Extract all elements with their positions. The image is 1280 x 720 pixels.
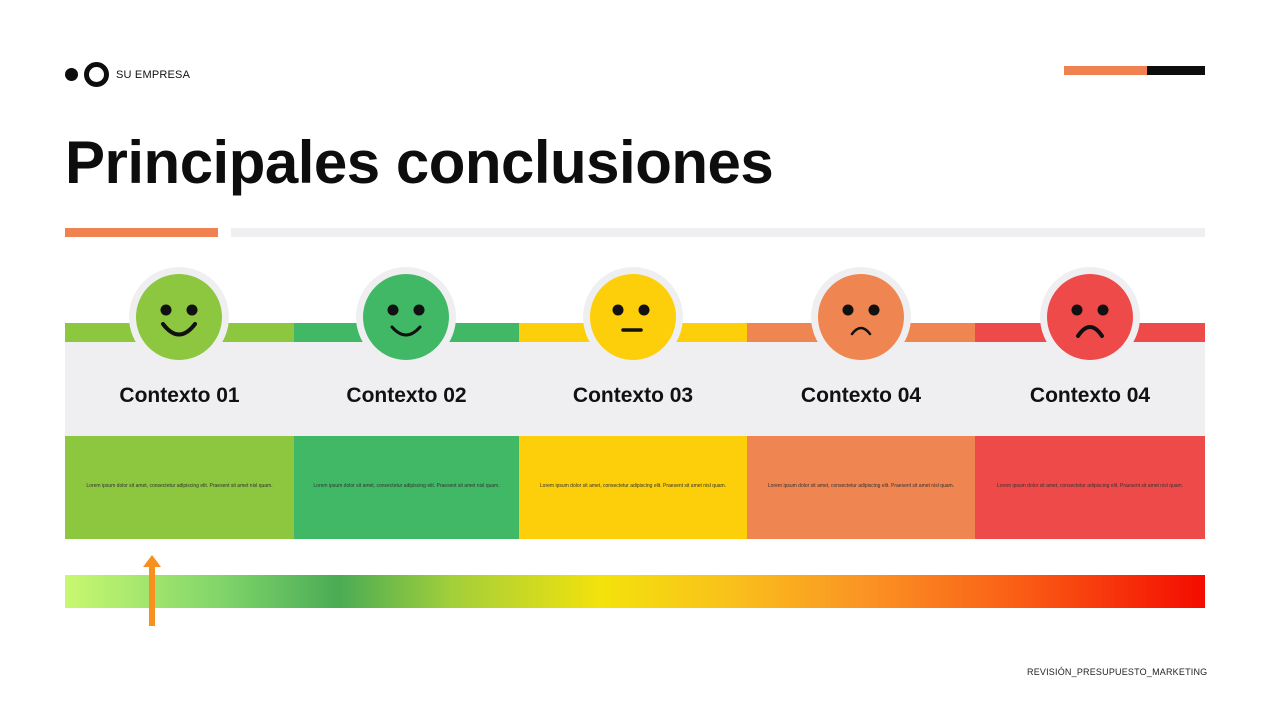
context-column-2: Contexto 02 Lorem ipsum dolor sit amet, … <box>294 0 519 720</box>
title-rule-accent <box>65 228 218 237</box>
neutral-face-icon <box>583 267 683 367</box>
sad-face-icon <box>811 267 911 367</box>
footer-label: REVISIÓN_PRESUPUESTO_MARKETING <box>1027 667 1208 677</box>
column-text: Lorem ipsum dolor sit amet, consectetur … <box>86 483 273 489</box>
very-happy-face-icon <box>129 267 229 367</box>
column-body <box>975 436 1205 539</box>
logo-dot <box>65 68 78 81</box>
company-name: SU EMPRESA <box>116 69 191 81</box>
decor-bar-black <box>1147 66 1205 75</box>
column-title: Contexto 04 <box>800 384 922 407</box>
column-title: Contexto 04 <box>1029 384 1151 407</box>
column-text: Lorem ipsum dolor sit amet, consectetur … <box>539 483 727 489</box>
sentiment-gradient-scale <box>65 575 1205 608</box>
very-sad-face-icon <box>1040 267 1140 367</box>
column-body <box>65 436 294 539</box>
context-column-4: Contexto 04 Lorem ipsum dolor sit amet, … <box>747 0 975 720</box>
context-column-5: Contexto 04 Lorem ipsum dolor sit amet, … <box>975 0 1205 720</box>
context-column-1: Contexto 01 Lorem ipsum dolor sit amet, … <box>65 0 294 720</box>
column-body <box>294 436 519 539</box>
column-text: Lorem ipsum dolor sit amet, consectetur … <box>313 483 500 489</box>
arrow-up-icon <box>143 555 161 632</box>
column-text: Lorem ipsum dolor sit amet, consectetur … <box>996 483 1184 489</box>
context-column-3: Contexto 03 Lorem ipsum dolor sit amet, … <box>519 0 747 720</box>
column-body <box>519 436 747 539</box>
decor-bar-orange <box>1064 66 1147 75</box>
logo-ring <box>84 62 109 87</box>
column-title: Contexto 03 <box>572 384 694 407</box>
column-title: Contexto 01 <box>119 384 240 407</box>
column-body <box>747 436 975 539</box>
page-title: Principales conclusiones <box>65 129 774 196</box>
column-title: Contexto 02 <box>346 384 467 407</box>
column-text: Lorem ipsum dolor sit amet, consectetur … <box>767 483 955 489</box>
title-rule <box>231 228 1205 237</box>
happy-face-icon <box>356 267 456 367</box>
